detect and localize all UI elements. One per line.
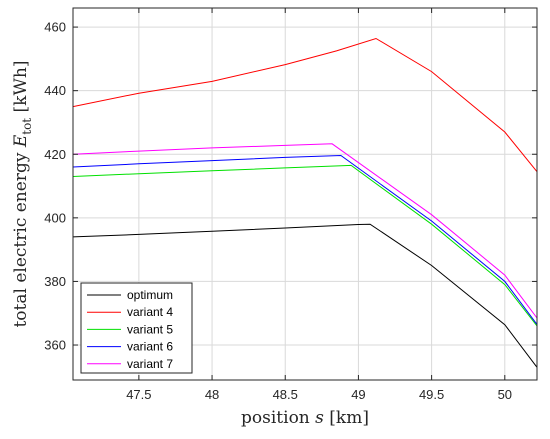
x-tick-label: 49 <box>351 387 365 402</box>
legend-box <box>80 282 193 374</box>
x-tick-label: 49.5 <box>419 387 444 402</box>
grid <box>73 8 537 380</box>
legend-label: variant 5 <box>127 322 173 336</box>
legend-label: variant 7 <box>127 357 173 371</box>
series-layer <box>72 37 538 368</box>
y-axis-label: total electric energy Etot [kWh] <box>11 60 34 327</box>
x-tick-label: 47.5 <box>126 387 151 402</box>
y-axis-label-main: total electric energy <box>11 147 31 327</box>
x-tick-label: 50 <box>498 387 512 402</box>
legend-label: optimum <box>127 288 173 302</box>
y-tick-label: 460 <box>44 20 66 35</box>
y-axis-label-var: E <box>11 134 31 148</box>
series-line-variant-5 <box>72 164 538 327</box>
x-axis: 47.5 48 48.5 49 49.5 50 <box>126 8 512 402</box>
series-line-variant-6 <box>72 154 538 325</box>
y-tick-label: 380 <box>44 274 66 289</box>
y-axis-label-unit: [kWh] <box>11 60 31 117</box>
y-tick-label: 420 <box>44 147 66 162</box>
legend: optimum variant 4 variant 5 variant 6 varian… <box>80 282 193 374</box>
y-tick-label: 360 <box>44 338 66 353</box>
y-axis-label-sub: tot <box>20 118 34 135</box>
x-tick-label: 48 <box>205 387 219 402</box>
plot-frame <box>72 7 538 381</box>
y-axis: 360 380 400 420 440 460 <box>44 20 537 353</box>
y-tick-label: 440 <box>44 83 66 98</box>
series-line-variant-7 <box>72 143 538 319</box>
legend-label: variant 6 <box>127 340 173 354</box>
series-line-variant-4 <box>72 37 538 173</box>
x-axis-label-var: s <box>315 408 324 428</box>
x-axis-label-unit: [km] <box>324 408 369 428</box>
x-axis-label-main: position <box>241 408 315 428</box>
y-tick-label: 400 <box>44 210 66 225</box>
x-axis-label: position s [km] <box>241 408 369 428</box>
legend-label: variant 4 <box>127 305 173 319</box>
x-tick-label: 48.5 <box>273 387 298 402</box>
series-line-optimum <box>72 223 538 368</box>
